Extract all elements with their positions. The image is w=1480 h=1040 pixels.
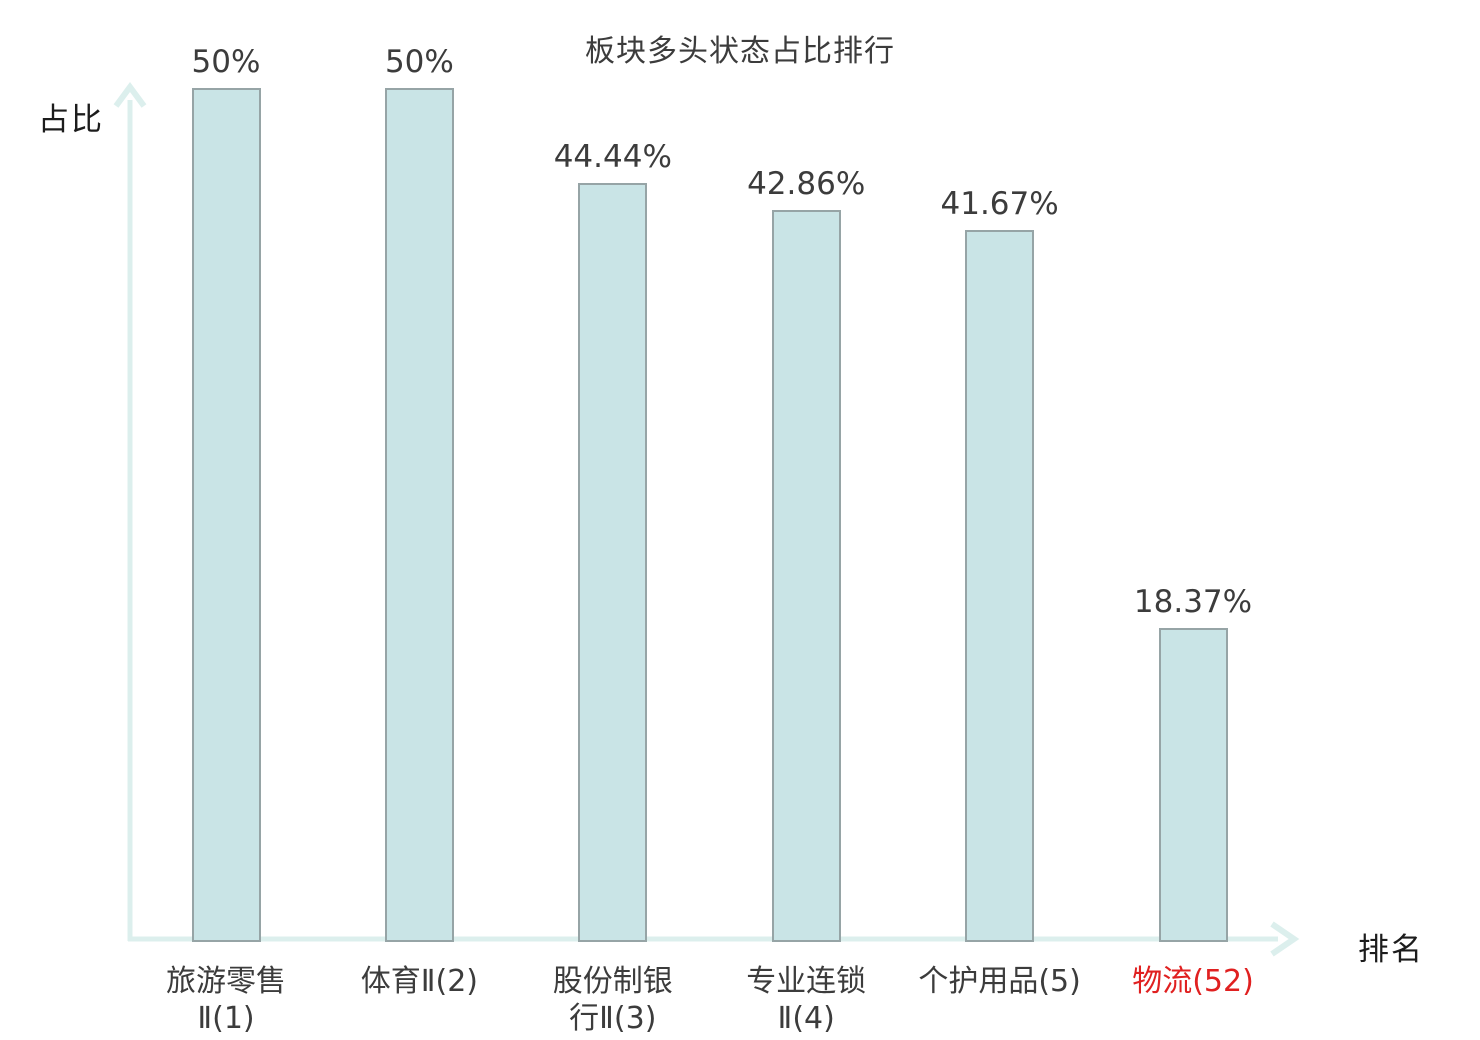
bar-5 xyxy=(965,230,1035,942)
bar-4 xyxy=(771,210,841,942)
value-label-5: 41.67% xyxy=(940,186,1059,222)
chart-title: 板块多头状态占比排行 xyxy=(585,34,895,69)
y-axis-arrow-icon xyxy=(113,81,147,108)
value-label-2: 50% xyxy=(384,44,454,80)
value-label-6: 18.37% xyxy=(1133,584,1253,620)
category-label-1: 旅游零售 Ⅱ(1) xyxy=(166,964,286,1036)
category-label-2: 体育Ⅱ(2) xyxy=(360,964,479,999)
x-axis-label: 排名 xyxy=(1358,932,1424,968)
value-label-4: 42.86% xyxy=(747,166,866,202)
category-label-5: 个护用品(5) xyxy=(918,964,1081,999)
bar-3 xyxy=(578,183,648,942)
category-label-3: 股份制银 行Ⅱ(3) xyxy=(552,964,673,1036)
bar-1 xyxy=(191,88,261,942)
value-label-3: 44.44% xyxy=(553,139,672,175)
y-axis-label: 占比 xyxy=(38,102,104,138)
bar-6 xyxy=(1158,628,1228,942)
bar-2 xyxy=(384,88,454,942)
value-label-1: 50% xyxy=(191,44,261,80)
category-label-4: 专业连锁 Ⅱ(4) xyxy=(746,964,867,1036)
category-label-6: 物流(52) xyxy=(1132,964,1254,999)
x-axis-arrow-icon xyxy=(1270,921,1300,957)
